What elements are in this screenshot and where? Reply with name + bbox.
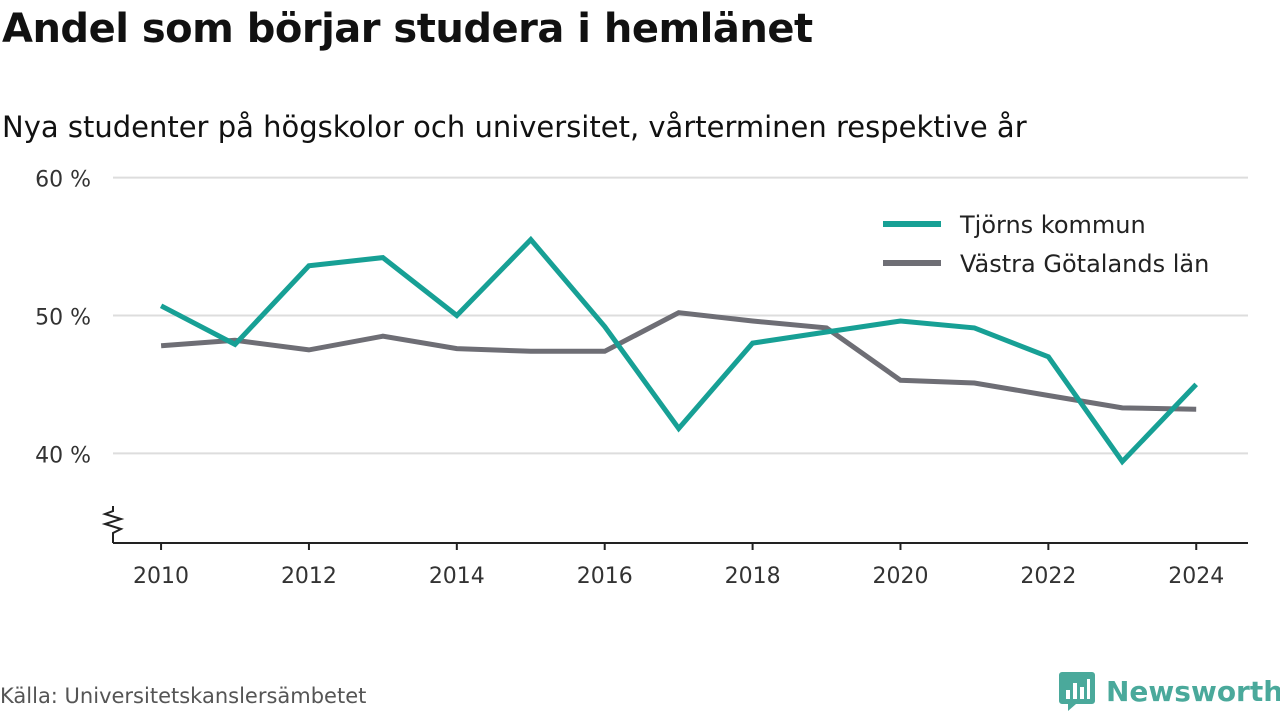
x-tick-label: 2012 bbox=[281, 564, 337, 589]
y-tick-label: 50 % bbox=[35, 305, 91, 330]
series-line-vastra-gotalands-lan bbox=[160, 310, 1197, 412]
tick-labels: 40 % 50 % 60 % 2010 2012 2014 2016 2018 2020 2022… bbox=[35, 168, 1224, 589]
x-tick-label: 2014 bbox=[429, 564, 485, 589]
newsworthy-logo-icon bbox=[1059, 672, 1095, 711]
x-tick-label: 2024 bbox=[1168, 564, 1224, 589]
chart-title: Andel som börjar studera i hemlänet bbox=[2, 6, 813, 52]
chart-subtitle: Nya studenter på högskolor och universit… bbox=[2, 110, 1027, 144]
series-line-tjorns-kommun bbox=[159, 235, 1199, 466]
brand-name: Newsworthy bbox=[1106, 674, 1280, 708]
x-tick-label: 2010 bbox=[133, 564, 189, 589]
legend-label: Tjörns kommun bbox=[959, 211, 1146, 239]
series-lines bbox=[159, 235, 1199, 466]
brand: Newsworthy bbox=[1058, 670, 1280, 712]
x-tick-label: 2018 bbox=[725, 564, 781, 589]
grid-lines bbox=[113, 176, 1248, 455]
source-note: Källa: Universitetskanslersämbetet bbox=[0, 684, 367, 708]
y-tick-label: 60 % bbox=[35, 168, 91, 193]
y-tick-label: 40 % bbox=[35, 443, 91, 468]
legend-label: Västra Götalands län bbox=[960, 250, 1209, 278]
x-tick-label: 2022 bbox=[1020, 564, 1076, 589]
y-axis-break-icon bbox=[101, 506, 125, 543]
legend-background bbox=[872, 205, 1228, 285]
axes bbox=[101, 506, 1248, 544]
x-tick-label: 2020 bbox=[872, 564, 928, 589]
x-tick-label: 2016 bbox=[577, 564, 633, 589]
legend: Tjörns kommun Västra Götalands län bbox=[872, 205, 1228, 285]
